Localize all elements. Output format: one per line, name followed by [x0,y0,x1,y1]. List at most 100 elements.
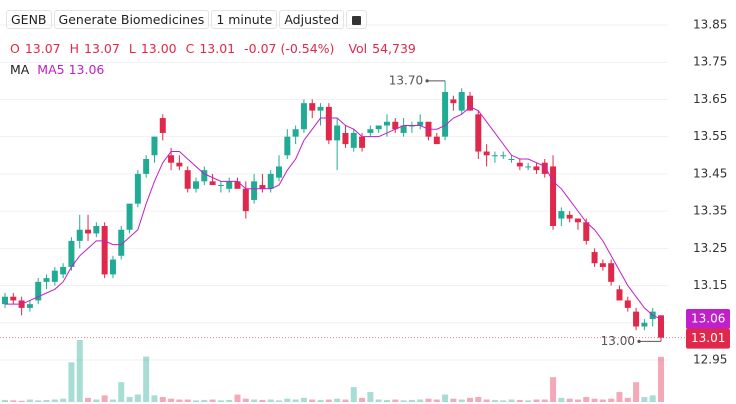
candle-body [566,214,573,219]
volume-bar [192,400,199,402]
candle-body [259,185,266,189]
volume-bar [458,399,465,402]
close-price-box [686,328,730,349]
candle-body [51,270,58,282]
volume-bar [292,399,299,402]
legend-value: 13.07 [84,41,120,56]
volume-bar [566,398,573,402]
volume-bar [76,340,83,402]
candle-body [292,129,299,137]
volume-bar [533,399,540,402]
candle-body [558,211,565,219]
volume-bar [334,398,341,402]
volume-bar [516,399,523,402]
volume-bar [168,398,175,402]
ma-line [5,106,662,320]
candle-body [500,155,507,157]
legend-value: 13.07 [24,41,61,56]
candle-body [43,278,50,282]
candle-body [35,281,42,301]
candle-body [143,159,150,174]
volume-bar [375,399,382,402]
candle-body [491,155,498,157]
volume-bar [18,400,25,402]
volume-bar [541,399,548,402]
volume-bar [85,397,92,402]
candle-body [242,188,249,212]
candle-body [217,185,224,187]
volume-bar [209,399,216,402]
volume-bar [309,399,316,402]
volume-bar [359,397,366,402]
legend-key: C [185,41,195,56]
candle-body [85,229,92,234]
volume-bar [2,399,8,402]
volume-bar [500,400,507,402]
candle-body [26,304,33,308]
volume-bar [143,356,150,402]
interval[interactable]: 1 minute [211,10,278,29]
annotation-label: 13.70 [389,73,423,87]
candle-body [467,95,474,111]
candle-body [184,170,191,189]
volume-bar [217,400,224,402]
volume-bar [276,400,283,402]
volume-bar [259,399,266,402]
candle-body [633,311,640,327]
volume-bar [267,399,274,402]
candle-body [383,121,390,126]
candle-body [118,229,125,256]
y-tick-label: 13.35 [693,204,727,218]
volume-bar [118,382,125,402]
symbol[interactable]: GENB [6,10,52,29]
toolbar: GENB Generate Biomedicines 1 minute Adjuste… [6,10,369,29]
candle-body [574,218,581,223]
volume-bar [616,392,623,402]
volume-bar [350,387,357,402]
volume-bar [251,399,258,402]
volume-bar [433,399,440,402]
candle-body [616,289,623,301]
volume-bar [491,399,498,402]
volume-bar [641,397,648,402]
volume-bar [159,397,166,402]
legend-key: O [10,41,20,56]
legend-value: 13.00 [140,41,177,56]
candle-body [134,173,141,204]
y-tick-label: 13.85 [693,18,727,32]
menu-icon[interactable] [346,10,368,29]
candle-body [300,103,307,130]
candle-body [176,162,183,167]
volume-bar [608,398,615,402]
volume-bar [475,397,482,402]
candle-body [284,136,291,156]
ma-value: 13.06 [68,62,105,77]
y-tick-label: 13.65 [693,92,727,106]
candle-body [550,166,557,226]
candle-body [525,166,532,168]
ma-legend: MA MA5 13.06 [10,62,104,77]
candle-body [309,103,316,111]
adjustment[interactable]: Adjusted [279,10,345,29]
volume-bar [508,399,515,402]
volume-bar [383,399,390,402]
volume-bar [633,382,640,402]
volume-bar [574,399,581,402]
candle-body [234,181,241,189]
legend-key: L [128,41,136,56]
volume-bar [317,399,324,402]
volume-bar [284,398,291,402]
annotation-dot [637,339,641,343]
candle-body [367,129,374,133]
volume-bar [201,399,208,402]
volume-bar [425,398,432,402]
volume-bar [442,394,449,402]
legend-key: H [69,41,80,56]
candle-body [317,106,324,111]
candle-body [126,203,133,230]
candle-body [334,125,341,141]
candle-body [641,322,648,327]
candle-body [450,99,457,104]
volume-bar [525,400,532,402]
y-tick-label: 12.95 [693,353,727,367]
